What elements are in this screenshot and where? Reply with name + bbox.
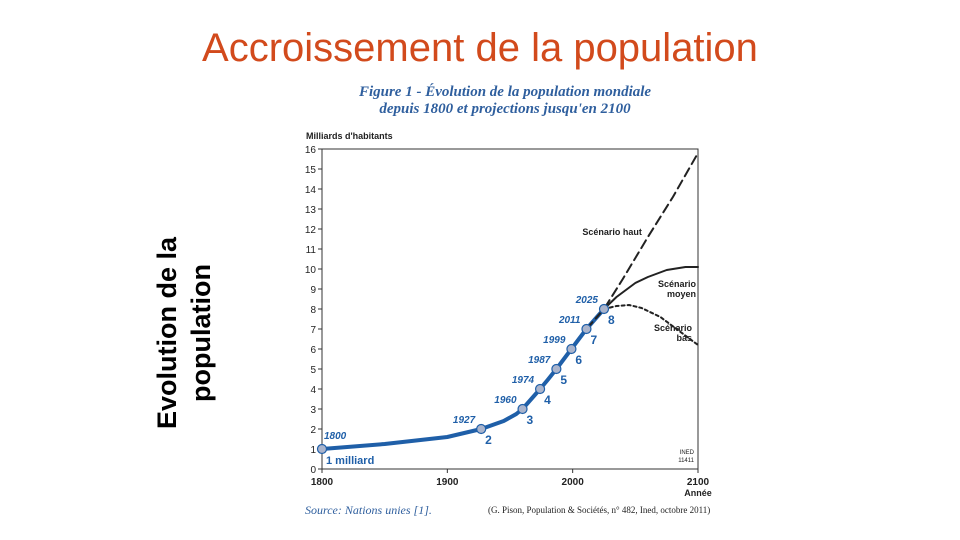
y-tick-label: 15: [305, 165, 317, 176]
figure-source: Source: Nations unies [1].: [305, 503, 432, 517]
y-tick-label: 8: [310, 305, 316, 316]
milestone-count-label: 3: [527, 413, 534, 427]
scenario-label: moyen: [667, 289, 696, 299]
y-tick-label: 13: [305, 205, 317, 216]
y-tick-label: 7: [310, 325, 316, 336]
scenario-label: Scénario: [654, 323, 693, 333]
figure-title-line-1: Figure 1 - Évolution de la population mo…: [358, 84, 652, 100]
milestone-marker-1999: [566, 343, 577, 355]
milestone-marker-1974: [534, 383, 546, 395]
slide-title: Accroissement de la population: [202, 26, 758, 70]
figure-title-line-2: depuis 1800 et projections jusqu'en 2100: [379, 101, 631, 117]
y-tick-label: 9: [310, 285, 316, 296]
scenario-label: Scénario: [658, 279, 697, 289]
x-tick-label: 1900: [436, 477, 459, 488]
milestone-year-label: 2025: [575, 295, 599, 306]
chart-marks: [316, 303, 610, 455]
x-axis-label: Année: [684, 488, 712, 498]
milestone-year-label: 1999: [543, 335, 566, 346]
series-line-sc-nario-bas: [603, 304, 699, 346]
milestone-count-label: 1 milliard: [326, 455, 374, 467]
y-tick-label: 10: [305, 265, 317, 276]
milestone-year-label: 1987: [528, 355, 551, 366]
y-tick-label: 16: [305, 145, 317, 156]
x-tick-label: 2100: [687, 477, 710, 488]
milestone-count-label: 6: [575, 353, 582, 367]
y-tick-label: 0: [310, 465, 316, 476]
milestone-year-label: 1960: [494, 395, 517, 406]
figure-title: Figure 1 - Évolution de la population mo…: [300, 84, 710, 118]
milestone-count-label: 5: [560, 373, 567, 387]
y-axis-label: Milliards d'habitants: [306, 131, 393, 141]
y-tick-label: 12: [305, 225, 317, 236]
y-tick-label: 1: [310, 445, 316, 456]
y-tick-label: 6: [310, 345, 316, 356]
milestone-year-label: 1800: [324, 431, 347, 442]
milestone-marker-1960: [517, 403, 528, 415]
y-tick-label: 3: [310, 405, 316, 416]
series-line-sc-nario-moyen: [603, 266, 699, 310]
milestone-year-label: 1974: [512, 375, 535, 386]
scenario-label: Scénario haut: [582, 227, 642, 237]
milestone-count-label: 4: [544, 393, 551, 407]
milestone-year-label: 1927: [453, 415, 476, 426]
chart-labels: 1800 1 milliard 1927 2 1960 3 1974 4 1987 5 1999 6 2…: [324, 227, 696, 467]
milestone-marker-1800: [316, 443, 328, 455]
milestone-marker-1927: [476, 423, 487, 435]
scenario-label: bas: [676, 333, 692, 343]
y-tick-label: 14: [305, 185, 317, 196]
milestone-count-label: 7: [590, 333, 597, 347]
y-tick-label: 4: [310, 385, 316, 396]
milestone-count-label: 2: [485, 433, 492, 447]
y-tick-label: 5: [310, 365, 316, 376]
x-tick-label: 1800: [311, 477, 334, 488]
milestone-count-label: 8: [608, 313, 615, 327]
series-line-sc-nario-haut: [585, 152, 699, 330]
y-tick-label: 2: [310, 425, 316, 436]
milestone-marker-1987: [551, 363, 562, 375]
ined-mark: INED: [680, 450, 695, 456]
x-tick-label: 2000: [562, 477, 585, 488]
y-tick-label: 11: [306, 245, 317, 256]
figure-credit: (G. Pison, Population & Sociétés, n° 482…: [488, 505, 711, 515]
milestone-year-label: 2011: [558, 315, 581, 326]
milestone-marker-2025: [598, 303, 610, 315]
ined-number: 11411: [678, 458, 694, 464]
milestone-marker-2011: [581, 323, 592, 335]
